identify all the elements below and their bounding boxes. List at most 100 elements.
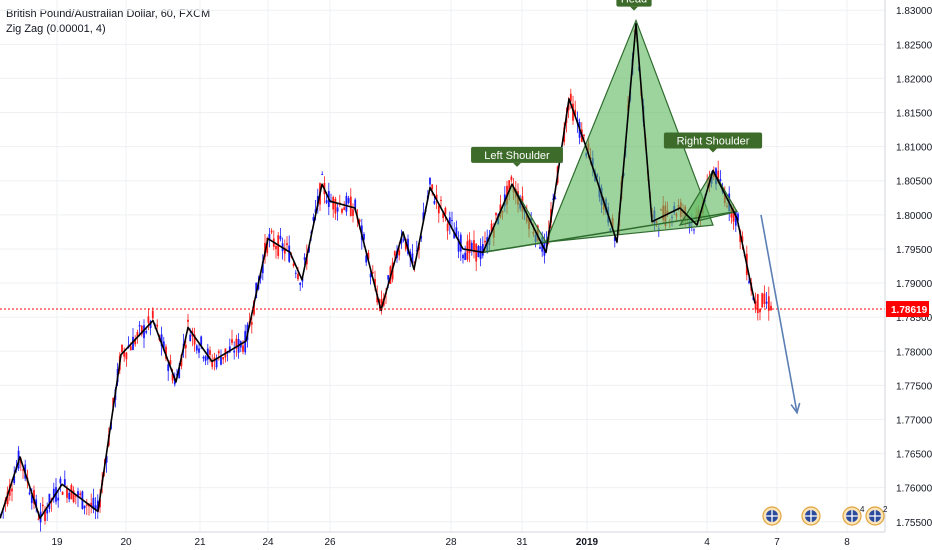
candle-body (325, 200, 328, 203)
candle-body (132, 336, 134, 351)
candle-body (162, 341, 165, 351)
candle-body (761, 293, 764, 308)
pattern-label-text: Left Shoulder (484, 150, 550, 162)
candle-body (569, 93, 572, 102)
time-axis[interactable]: 19 20 21 24 26 28 31 2019 4 7 8 (0, 531, 885, 548)
candle-body (347, 198, 350, 203)
flag-cross (846, 510, 858, 522)
candle-body (242, 345, 244, 352)
candle-body (732, 209, 735, 222)
candle-body (165, 346, 167, 359)
candle-body (352, 209, 354, 216)
candle-body (250, 322, 253, 325)
flag-count: 4 (860, 505, 865, 514)
candle-body (455, 227, 458, 238)
candle-body (462, 255, 464, 259)
candle-body (195, 345, 198, 351)
pattern-label-pointer (709, 148, 717, 153)
candle-body (719, 179, 722, 181)
candle-body (171, 373, 174, 381)
candle-body (402, 239, 405, 241)
time-tick-label: 19 (51, 537, 63, 548)
candle-body (193, 334, 196, 345)
candle-body (470, 242, 473, 250)
candle-body (77, 491, 79, 498)
candle-body (770, 305, 772, 311)
time-tick-label: 26 (324, 537, 336, 548)
uk-flag-icon[interactable]: 2 (865, 505, 888, 526)
candle-body (440, 199, 442, 201)
projection-arrow-shaft (760, 214, 798, 413)
australia-flag-icon[interactable]: 4 (842, 505, 865, 526)
time-tick-label: 28 (445, 537, 457, 548)
last-price-label: 1.78619 (891, 305, 928, 316)
flag-count: 2 (883, 505, 888, 514)
candle-body (125, 352, 128, 360)
candle-body (332, 196, 335, 210)
candle-body (74, 495, 77, 497)
candle-body (28, 492, 31, 495)
candle-body (198, 348, 200, 353)
candle-body (134, 338, 137, 345)
time-tick-label: 8 (844, 537, 850, 548)
candle-body (270, 230, 273, 233)
candle-body (143, 325, 145, 339)
candle-body (767, 296, 770, 311)
time-tick-label: 21 (194, 537, 206, 548)
candle-body (341, 208, 343, 213)
pattern-label: Left Shoulder (471, 146, 563, 167)
candle-body (754, 300, 757, 310)
candle-body (85, 504, 88, 506)
head-triangle (545, 18, 714, 243)
price-tick-label: 1.80500 (896, 177, 932, 188)
candle-body (374, 278, 376, 287)
candle-body (11, 488, 13, 492)
candle-body (184, 344, 187, 349)
candle-body (52, 488, 55, 498)
price-tick-label: 1.83000 (896, 6, 932, 17)
pattern-label-pointer (513, 162, 521, 167)
candle-body (442, 213, 445, 219)
candle-body (453, 232, 456, 239)
price-tick-label: 1.76000 (896, 484, 932, 495)
candle-body (140, 325, 143, 335)
candle-body (411, 253, 414, 265)
pattern-label-pointer (630, 6, 638, 11)
candle-body (420, 235, 423, 239)
price-tick-label: 1.78500 (896, 313, 932, 324)
candle-body (149, 321, 152, 329)
candle-body (189, 334, 192, 342)
indicator-label: Zig Zag (0.00001, 4) (6, 23, 106, 35)
neckline (482, 210, 738, 254)
candle-body (741, 236, 744, 242)
candle-body (481, 244, 484, 256)
candle-body (422, 212, 425, 222)
candle-body (46, 509, 49, 514)
pattern-label-text: Right Shoulder (677, 136, 750, 148)
candle-body (484, 240, 486, 243)
overlay: Left Shoulder Head Right Shoulder (0, 0, 885, 415)
candle-body (268, 233, 271, 240)
candle-body (613, 237, 616, 241)
candle-body (734, 211, 737, 226)
candle-body (204, 356, 207, 361)
price-tick-label: 1.81500 (896, 109, 932, 120)
uk-flag-icon[interactable] (801, 506, 821, 526)
candle-body (433, 201, 436, 204)
price-tick-label: 1.78000 (896, 347, 932, 358)
candle-body (22, 469, 24, 471)
candle-body (169, 360, 172, 365)
candle-body (334, 198, 337, 214)
candle-body (415, 250, 418, 252)
candle-body (457, 239, 460, 252)
price-axis[interactable]: 1.75500 1.76000 1.76500 1.77000 1.77500 1.780… (884, 0, 932, 550)
candle-body (286, 243, 288, 246)
grid-lines (0, 0, 885, 532)
pattern-label-text: Head (621, 0, 647, 6)
candle-body (363, 234, 365, 240)
price-tick-label: 1.77000 (896, 415, 932, 426)
australia-flag-icon[interactable] (762, 506, 782, 526)
candle-body (6, 491, 9, 505)
